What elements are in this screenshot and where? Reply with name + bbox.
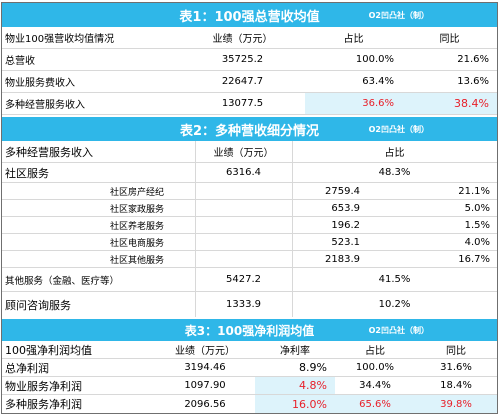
row-label: 物业服务净利润 [5, 379, 82, 393]
sub-row-label: 社区其他服务 [109, 255, 164, 266]
row-value: 6316.4 [226, 167, 261, 178]
table1-header-row: 物业100强营收均值情况 业绩（万元） 占比 同比 [2, 27, 497, 49]
row-yoy: 31.6% [440, 362, 472, 373]
table-row: 多种经营服务收入 13077.5 36.6% 38.4% [2, 93, 497, 115]
row-label: 其他服务（金融、医疗等） [5, 275, 120, 287]
sub-row-label: 社区电商服务 [109, 238, 164, 249]
table2: 多种经营服务收入 业绩（万元） 占比 社区服务 6316.4 48.3% 社区房… [2, 141, 497, 317]
table2-header-share: 占比 [384, 148, 405, 159]
table3-credit: O2凹凸社（制） [368, 325, 429, 335]
row-yoy: 13.6% [457, 76, 489, 87]
table-row: 社区房产经纪 2759.4 21.1% [2, 183, 497, 200]
sub-row-share: 16.7% [458, 253, 490, 265]
row-label: 多种服务净利润 [5, 398, 82, 411]
row-value: 35725.2 [221, 54, 264, 65]
table-row: 顾问咨询服务 1333.9 10.2% [2, 292, 497, 317]
table-row: 社区养老服务 196.2 1.5% [2, 217, 497, 234]
sub-row-share: 1.5% [464, 219, 490, 231]
table3-header-share: 占比 [365, 346, 385, 357]
row-share: 41.5% [378, 274, 411, 285]
row-label: 总净利润 [5, 361, 49, 375]
row-label: 顾问咨询服务 [5, 298, 71, 312]
table2-header-item: 多种经营服务收入 [5, 145, 93, 159]
table2-header-value: 业绩（万元） [213, 148, 274, 159]
sub-row-label: 社区房产经纪 [109, 187, 164, 198]
row-yoy-highlighted: 39.8% [415, 395, 497, 413]
sub-row-value: 653.9 [331, 202, 360, 214]
row-margin: 8.9% [299, 361, 327, 374]
table1-title: 表1：100强总营收均值 [179, 9, 320, 25]
row-yoy: 21.6% [457, 54, 489, 65]
table3-header-value: 业绩（万元） [175, 346, 235, 357]
table-row: 社区家政服务 653.9 5.0% [2, 200, 497, 217]
table2-title-bar: 表2：多种营收细分情况 O2凹凸社（制） [2, 117, 497, 141]
row-share: 34.4% [359, 380, 391, 391]
row-label: 社区服务 [5, 166, 49, 180]
row-margin-highlighted: 16.0% [255, 395, 335, 413]
table-row: 社区其他服务 2183.9 16.7% [2, 251, 497, 268]
row-value: 3194.46 [184, 362, 226, 373]
table-row: 总营收 35725.2 100.0% 21.6% [2, 49, 497, 71]
table3-title: 表3：100强净利润均值 [184, 323, 315, 338]
column-divider [292, 141, 293, 317]
sub-row-share: 4.0% [464, 236, 490, 248]
row-share: 100.0% [355, 54, 394, 65]
table3-header-row: 100强净利润均值 业绩（万元） 净利率 占比 同比 [2, 341, 497, 359]
table-row: 物业服务净利润 1097.90 4.8% 34.4% 18.4% [2, 377, 497, 395]
sub-row-value: 2183.9 [325, 253, 360, 265]
table1-credit: O2凹凸社（制） [368, 10, 429, 20]
table3-header-margin: 净利率 [280, 346, 310, 357]
row-share: 63.4% [362, 76, 394, 87]
row-value: 13077.5 [221, 98, 264, 109]
row-yoy: 18.4% [440, 380, 472, 391]
row-share-highlighted: 65.6% [335, 395, 415, 413]
table3-header-yoy: 同比 [446, 346, 466, 357]
sub-row-label: 社区养老服务 [109, 221, 164, 232]
row-value: 22647.7 [221, 76, 264, 87]
row-share: 10.2% [378, 299, 411, 310]
row-value: 1333.9 [226, 299, 261, 310]
table-row: 其他服务（金融、医疗等） 5427.2 41.5% [2, 268, 497, 292]
row-share-highlighted: 36.6% [305, 93, 402, 114]
table1-header-yoy: 同比 [439, 34, 460, 45]
table-row: 社区服务 6316.4 48.3% [2, 163, 497, 183]
table-row: 多种服务净利润 2096.56 16.0% 65.6% 39.8% [2, 395, 497, 413]
row-margin-highlighted: 4.8% [255, 377, 335, 394]
table-row: 总净利润 3194.46 8.9% 100.0% 31.6% [2, 359, 497, 377]
row-yoy-highlighted: 38.4% [402, 93, 497, 114]
row-label: 总营收 [5, 56, 35, 67]
sub-row-value: 523.1 [331, 236, 360, 248]
row-value: 2096.56 [184, 398, 226, 410]
table-row: 社区电商服务 523.1 4.0% [2, 234, 497, 251]
table1-title-bar: 表1：100强总营收均值 O2凹凸社（制） [2, 3, 497, 27]
table1: 物业100强营收均值情况 业绩（万元） 占比 同比 总营收 35725.2 10… [2, 27, 497, 115]
column-divider [195, 141, 196, 317]
sub-row-share: 21.1% [458, 185, 490, 197]
sub-row-share: 5.0% [464, 202, 490, 214]
row-share: 48.3% [378, 167, 411, 178]
row-share: 100.0% [355, 362, 395, 373]
row-label: 多种经营服务收入 [5, 100, 85, 111]
table2-title: 表2：多种营收细分情况 [179, 123, 320, 139]
table3-title-bar: 表3：100强净利润均值 O2凹凸社（制） [2, 319, 497, 341]
sub-row-value: 196.2 [331, 219, 360, 231]
table1-header-value: 业绩（万元） [212, 34, 273, 45]
sub-row-label: 社区家政服务 [109, 204, 164, 215]
table2-header-row: 多种经营服务收入 业绩（万元） 占比 [2, 141, 497, 163]
sub-row-value: 2759.4 [325, 185, 360, 197]
table3: 100强净利润均值 业绩（万元） 净利率 占比 同比 总净利润 3194.46 … [2, 341, 497, 413]
row-value: 1097.90 [184, 380, 226, 391]
table1-header-item: 物业100强营收均值情况 [5, 34, 115, 45]
row-value: 5427.2 [226, 274, 261, 285]
table-row: 物业服务费收入 22647.7 63.4% 13.6% [2, 71, 497, 93]
row-label: 物业服务费收入 [5, 78, 75, 89]
table2-credit: O2凹凸社（制） [368, 124, 429, 134]
table1-header-share: 占比 [343, 34, 364, 45]
table3-header-item: 100强净利润均值 [5, 343, 92, 357]
